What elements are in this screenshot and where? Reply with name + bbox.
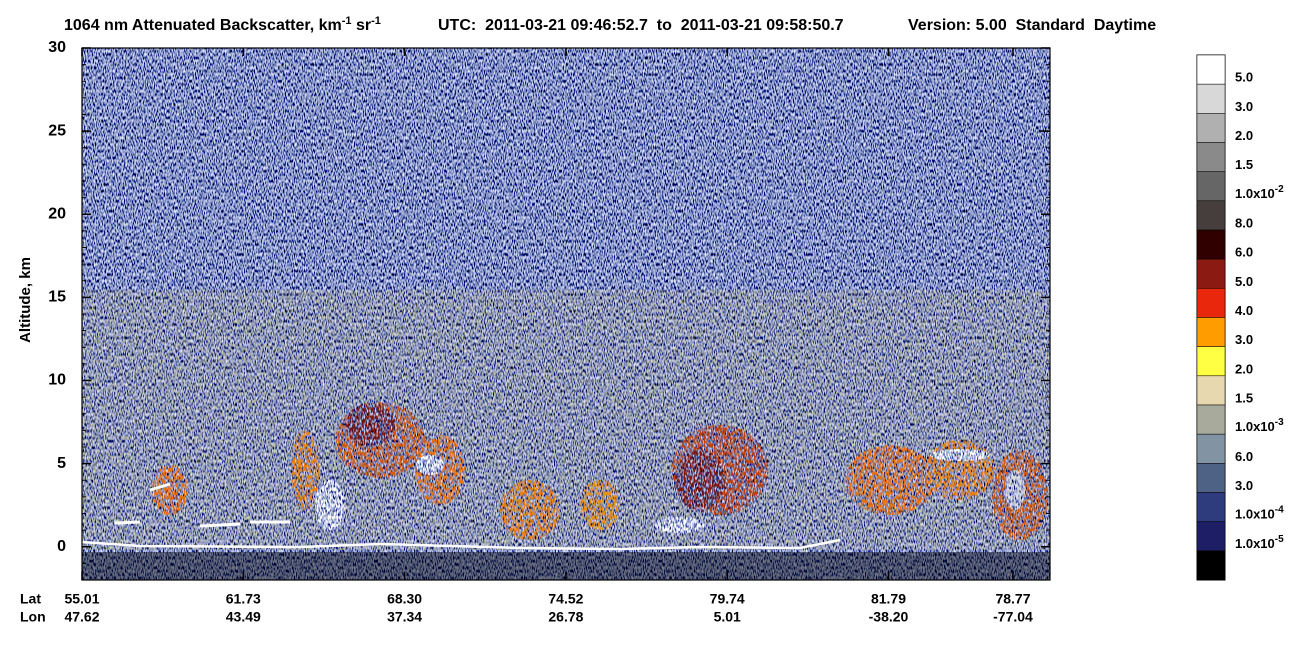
colorbar-label: 1.0x10-2: [1235, 183, 1284, 201]
colorbar-label: 5.0: [1235, 274, 1253, 289]
colorbar-swatch: [1196, 229, 1226, 260]
colorbar-swatch: [1196, 113, 1226, 143]
lon-label: 26.78: [548, 609, 583, 625]
colorbar-swatch: [1196, 463, 1226, 493]
colorbar-label-exp: -4: [1275, 504, 1284, 515]
colorbar-swatch: [1196, 200, 1226, 231]
colorbar-label: 3.0: [1235, 332, 1253, 347]
colorbar-swatch: [1196, 317, 1226, 347]
y-tick-label: 25: [48, 122, 66, 139]
chart-title: 1064 nm Attenuated Backscatter, km-1 sr-…: [64, 15, 381, 34]
colorbar-swatch: [1196, 492, 1226, 522]
lon-label: 43.49: [226, 609, 261, 625]
colorbar-swatch: [1196, 142, 1226, 172]
x-row-label: Lat: [20, 591, 41, 607]
colorbar-swatch: [1196, 404, 1226, 435]
y-tick-label: 30: [48, 39, 66, 56]
lat-label: 55.01: [64, 591, 99, 607]
colorbar-label-exp: -3: [1275, 417, 1284, 428]
title-text: 1064 nm Attenuated Backscatter, km: [64, 17, 342, 34]
version-label: Version: 5.00 Standard Daytime: [908, 17, 1156, 34]
lat-label: 78.77: [995, 591, 1030, 607]
title-sup: -1: [371, 15, 381, 27]
colorbar-label-base: 1.0x10: [1235, 507, 1275, 522]
colorbar-label: 1.0x10-3: [1235, 417, 1284, 435]
colorbar-label: 1.5: [1235, 390, 1253, 405]
colorbar-swatch: [1196, 258, 1226, 289]
colorbar-label: 4.0: [1235, 303, 1253, 318]
lon-label: 47.62: [64, 609, 99, 625]
y-tick-label: 15: [48, 289, 66, 306]
lat-label: 74.52: [548, 591, 583, 607]
lat-label: 81.79: [871, 591, 906, 607]
lon-label: 37.34: [387, 609, 422, 625]
colorbar-swatch: [1196, 54, 1226, 85]
colorbar-swatch: [1196, 375, 1226, 406]
colorbar-label-base: 1.0x10: [1235, 420, 1275, 435]
colorbar-label: 1.0x10-5: [1235, 533, 1284, 551]
lon-label: -38.20: [869, 609, 909, 625]
colorbar-label-base: 1.0x10: [1235, 536, 1275, 551]
colorbar-label: 3.0: [1235, 99, 1253, 114]
colorbar-label: 3.0: [1235, 478, 1253, 493]
aerosol-cloud: [82, 290, 1050, 550]
colorbar-swatch: [1196, 346, 1226, 377]
colorbar-label-exp: -2: [1275, 183, 1284, 194]
y-tick-label: 5: [57, 455, 66, 472]
colorbar-swatch: [1196, 550, 1226, 581]
lon-label: 5.01: [714, 609, 741, 625]
lat-label: 61.73: [226, 591, 261, 607]
x-row-label: Lon: [20, 609, 46, 625]
low-cloud: [114, 482, 290, 528]
lat-label: 79.74: [710, 591, 745, 607]
title-sup: -1: [342, 15, 352, 27]
backscatter-image: [82, 48, 1050, 580]
colorbar-label: 6.0: [1235, 449, 1253, 464]
colorbar-label: 2.0: [1235, 361, 1253, 376]
colorbar-label: 5.0: [1235, 70, 1253, 85]
colorbar-label-exp: -5: [1275, 533, 1284, 544]
y-tick-label: 0: [57, 538, 66, 555]
colorbar-swatch: [1196, 521, 1226, 552]
colorbar-label: 2.0: [1235, 128, 1253, 143]
colorbar-label-base: 1.0x10: [1235, 186, 1275, 201]
lat-label: 68.30: [387, 591, 422, 607]
colorbar-label: 1.5: [1235, 157, 1253, 172]
colorbar-swatch: [1196, 433, 1226, 464]
y-tick-label: 20: [48, 205, 66, 222]
colorbar-label: 8.0: [1235, 215, 1253, 230]
title-text: sr: [352, 17, 372, 34]
colorbar-swatch: [1196, 288, 1226, 318]
y-axis-label: Altitude, km: [17, 257, 34, 343]
surface-return: [82, 538, 841, 551]
chart-subtitle: UTC: 2011-03-21 09:46:52.7 to 2011-03-21…: [438, 17, 844, 34]
colorbar-label: 6.0: [1235, 245, 1253, 260]
y-tick-label: 10: [48, 372, 66, 389]
lon-label: -77.04: [993, 609, 1033, 625]
colorbar-swatch: [1196, 171, 1226, 202]
colorbar-swatch: [1196, 83, 1226, 114]
colorbar-label: 1.0x10-4: [1235, 504, 1284, 522]
